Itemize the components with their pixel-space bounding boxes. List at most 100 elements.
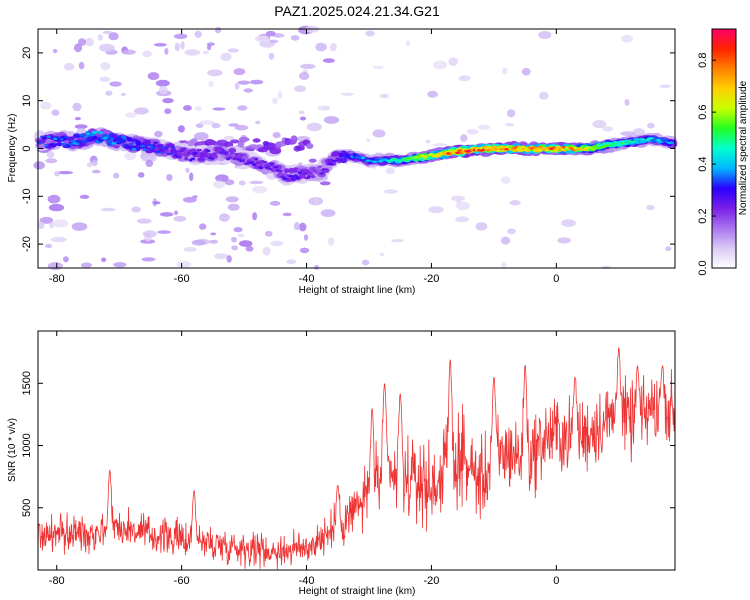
spectrogram-speckle xyxy=(538,31,552,39)
spectrogram-speckle xyxy=(164,48,169,55)
spectrogram-ridge xyxy=(553,148,559,152)
spectrogram-speckle xyxy=(194,106,203,111)
spectrogram-ridge xyxy=(204,155,208,158)
spectrogram-speckle xyxy=(164,108,172,115)
spectrogram-ridge xyxy=(455,151,460,155)
spectrogram-ridge xyxy=(37,141,43,145)
spectrogram-speckle xyxy=(227,48,239,53)
spectrogram-ridge xyxy=(241,159,246,162)
spectrogram-ridge xyxy=(573,146,578,150)
spectrogram-speckle xyxy=(624,99,630,106)
spectrogram-speckle xyxy=(211,122,221,129)
spectrogram-speckle xyxy=(450,195,466,202)
spectrogram-speckle xyxy=(209,239,218,244)
spectrogram-ridge xyxy=(107,140,113,143)
spectrogram-speckle xyxy=(249,180,264,185)
spectrogram-speckle xyxy=(54,171,60,177)
spectrogram-speckle xyxy=(282,212,292,217)
spectrogram-speckle xyxy=(101,207,116,212)
spectrogram-speckle xyxy=(174,42,180,52)
spectrogram-ridge xyxy=(544,148,550,151)
spectrogram-speckle xyxy=(237,105,248,111)
spectrogram-ridge xyxy=(192,151,198,155)
spectrogram-speckle xyxy=(433,60,448,70)
spectrogram-ridge xyxy=(315,171,320,175)
spectrogram-speckle xyxy=(509,200,521,206)
spectrogram-speckle xyxy=(101,257,107,263)
spectrogram-speckle xyxy=(215,26,222,34)
spectrogram-ridge xyxy=(63,135,69,139)
spectrogram-ridge xyxy=(131,147,137,151)
spectrogram-speckle xyxy=(303,234,309,241)
spectrogram-speckle xyxy=(74,124,88,129)
spectrogram-speckle xyxy=(477,124,491,130)
spectrogram-speckle xyxy=(427,90,438,98)
y-tick-label: -10 xyxy=(21,188,33,204)
spectrogram-speckle xyxy=(49,222,55,229)
x-tick-label: -60 xyxy=(174,273,190,285)
spectrogram-speckle xyxy=(262,246,271,256)
spectrogram-ridge xyxy=(145,147,149,150)
spectrogram-ridge xyxy=(306,175,311,179)
spectrogram-speckle xyxy=(255,120,261,125)
spectrogram-speckle xyxy=(365,30,375,37)
x-tick-label: -80 xyxy=(49,575,65,587)
spectrogram-ridge xyxy=(298,174,307,179)
spectrogram-speckle xyxy=(647,122,655,129)
spectrogram-speckle xyxy=(74,117,81,121)
spectrogram-speckle xyxy=(366,138,371,142)
spectrogram-speckle xyxy=(202,50,209,55)
spectrogram-ridge xyxy=(301,172,307,175)
y-tick-label: 1000 xyxy=(21,433,33,457)
spectrogram-ridge xyxy=(184,157,189,161)
spectrogram-speckle xyxy=(53,219,69,228)
spectrogram-ridge xyxy=(87,138,93,142)
spectrogram-secondary-band xyxy=(230,139,240,144)
spectrogram-ridge xyxy=(56,142,63,147)
spectrogram-ridge xyxy=(323,168,329,171)
spectrogram-ridge xyxy=(125,136,130,139)
spectrogram-ridge xyxy=(55,136,60,139)
spectrogram-speckle xyxy=(39,216,54,224)
spectrogram-speckle xyxy=(249,79,264,85)
spectrogram-speckle xyxy=(173,33,188,39)
spectrogram-ridge xyxy=(168,152,174,155)
spectrogram-ridge xyxy=(48,144,53,147)
spectrogram-ridge xyxy=(163,148,170,154)
spectrogram-speckle xyxy=(317,105,330,111)
spectrogram-speckle xyxy=(466,129,479,135)
spectrogram-ridge xyxy=(310,175,316,178)
spectrogram-ridge xyxy=(428,153,434,156)
spectrogram-ridge xyxy=(142,148,148,151)
spectrogram-ridge xyxy=(372,160,377,163)
x-tick-label: -80 xyxy=(49,273,65,285)
spectrogram-ridge xyxy=(129,142,135,146)
spectrogram-speckle xyxy=(48,203,65,212)
spectrogram-ridge xyxy=(59,137,64,141)
snr-y-ticks: 500 1000 1500 xyxy=(21,371,675,517)
spectrogram-speckle xyxy=(86,162,93,168)
spectrogram-speckle xyxy=(142,50,152,58)
spectrogram-speckle xyxy=(592,120,607,129)
spectrogram-speckle xyxy=(73,43,83,53)
spectrogram-speckle xyxy=(646,204,655,211)
spectrogram-speckle xyxy=(51,109,60,116)
spectrogram-ridge xyxy=(73,133,81,138)
spectrogram-speckle xyxy=(212,180,225,189)
spectrogram-ridge xyxy=(79,133,84,137)
snr-series-line xyxy=(37,347,676,570)
spectrogram-x-ticks: -80 -60 -40 -20 0 xyxy=(49,29,559,285)
spectrogram-ridge xyxy=(186,152,191,155)
spectrogram-ridge xyxy=(484,147,488,150)
spectrogram-speckle xyxy=(125,112,137,118)
spectrogram-speckle xyxy=(72,102,82,112)
spectrogram-speckle xyxy=(46,150,55,159)
spectrogram-speckle xyxy=(120,92,126,96)
spectrogram-speckle xyxy=(194,30,202,38)
spectrogram-speckle xyxy=(109,81,122,87)
spectrogram-speckle xyxy=(237,233,245,238)
spectrogram-speckle xyxy=(315,42,327,52)
x-tick-label: 0 xyxy=(553,575,559,587)
spectrogram-speckle xyxy=(243,88,253,93)
spectrogram-ridge xyxy=(70,139,76,143)
